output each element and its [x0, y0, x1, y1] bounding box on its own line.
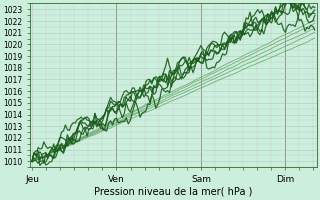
X-axis label: Pression niveau de la mer( hPa ): Pression niveau de la mer( hPa ) [94, 187, 252, 197]
